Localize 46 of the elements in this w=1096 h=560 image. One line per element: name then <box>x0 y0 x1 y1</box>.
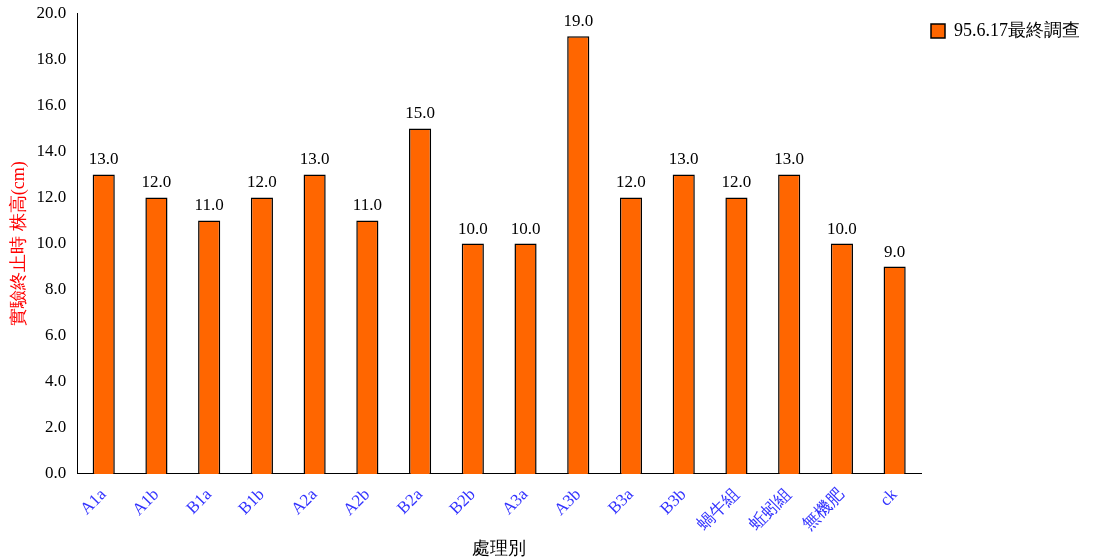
data-label: 13.0 <box>299 149 330 169</box>
x-tick-label: A1a <box>76 484 111 519</box>
data-label: 12.0 <box>247 172 277 192</box>
data-label: 11.0 <box>194 195 224 215</box>
data-label: 13.0 <box>88 149 119 169</box>
data-label: 10.0 <box>827 218 857 238</box>
x-tick-label: ck <box>875 484 901 510</box>
data-label: 10.0 <box>510 218 541 238</box>
y-tick-label: 14.0 <box>36 140 67 160</box>
x-tick-label: B1b <box>234 484 268 519</box>
y-tick-label: 0.0 <box>45 463 67 483</box>
data-label: 19.0 <box>563 11 594 31</box>
y-tick-label: 18.0 <box>36 48 67 68</box>
x-tick-label: A1b <box>128 484 163 519</box>
data-label: 12.0 <box>721 172 752 192</box>
y-axis-title: 實驗終止時 株高(cm) <box>7 161 29 326</box>
x-tick-label: 蝸牛組 <box>692 484 743 535</box>
x-tick-label: B2a <box>393 484 427 518</box>
x-tick-label: A2a <box>287 484 321 519</box>
x-tick-label: B2b <box>445 484 479 519</box>
x-tick-label: B1a <box>182 484 216 518</box>
y-tick-label: 8.0 <box>45 279 67 299</box>
x-axis-title: 處理別 <box>472 537 527 558</box>
x-tick-label: A2b <box>339 484 374 519</box>
x-tick-label: A3a <box>498 484 532 519</box>
x-tick-label: A3b <box>550 484 585 519</box>
x-tick-label: 蚯蚓組 <box>745 484 796 535</box>
data-label: 15.0 <box>405 103 435 123</box>
data-label: 12.0 <box>616 172 646 192</box>
data-label: 9.0 <box>884 241 906 261</box>
y-tick-label: 4.0 <box>45 371 67 391</box>
data-label: 13.0 <box>668 149 699 169</box>
x-tick-label: B3a <box>604 484 638 518</box>
data-label: 12.0 <box>141 172 172 192</box>
y-tick-label: 2.0 <box>45 417 67 437</box>
data-label: 11.0 <box>352 195 382 215</box>
x-tick-label: B3b <box>656 484 690 519</box>
y-tick-label: 16.0 <box>36 94 67 114</box>
y-tick-label: 12.0 <box>36 186 67 206</box>
data-label: 13.0 <box>774 149 805 169</box>
y-tick-label: 10.0 <box>36 233 67 253</box>
data-label: 10.0 <box>457 218 488 238</box>
y-tick-label: 6.0 <box>45 325 67 345</box>
legend-label: 95.6.17最終調查 <box>954 19 1080 40</box>
x-tick-label: 無機肥 <box>798 484 848 535</box>
y-tick-label: 20.0 <box>36 2 67 22</box>
